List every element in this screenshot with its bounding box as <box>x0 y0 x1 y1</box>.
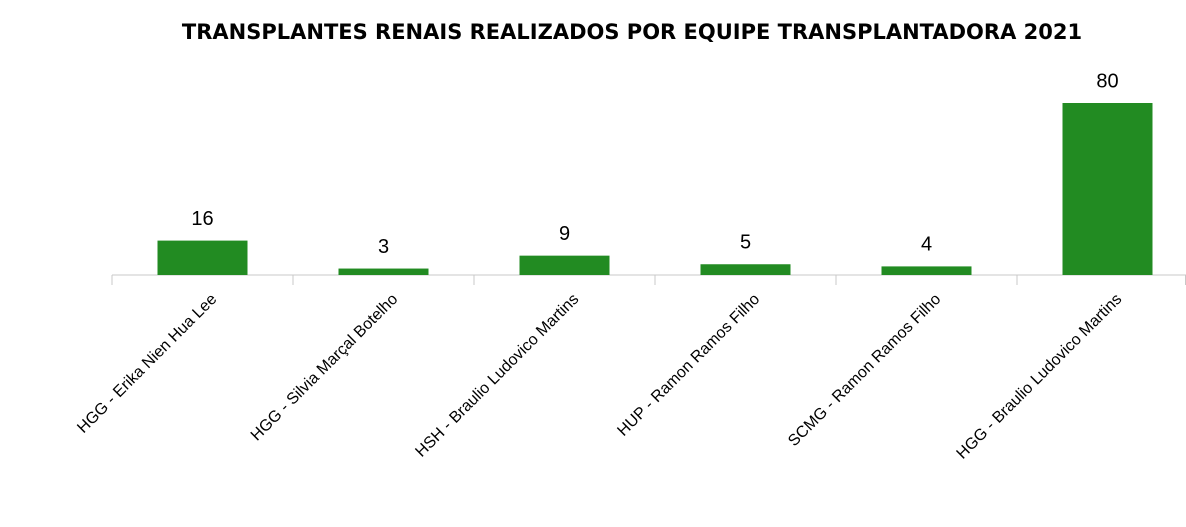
x-tick-label: HGG - Silvia Marçal Botelho <box>248 291 402 445</box>
bar <box>338 268 429 275</box>
data-label: 4 <box>921 234 932 256</box>
x-tick-label: HSH - Braulio Ludovico Martins <box>412 291 582 461</box>
x-tick-label: HGG - Braulio Ludovico Martins <box>954 291 1126 463</box>
bar <box>1062 103 1153 275</box>
data-label: 9 <box>559 223 570 245</box>
x-tick-label: HUP - Ramon Ramos Filho <box>614 291 763 440</box>
chart-title: TRANSPLANTES RENAIS REALIZADOS POR EQUIP… <box>182 20 1082 44</box>
bar <box>519 255 610 275</box>
x-tick-label: SCMG - Ramon Ramos Filho <box>785 291 944 450</box>
x-tick-label: HGG - Erika Nien Hua Lee <box>74 291 220 437</box>
bar <box>157 240 248 275</box>
bar <box>881 266 972 275</box>
data-label: 5 <box>740 232 751 254</box>
data-label: 3 <box>378 236 389 258</box>
bar <box>700 264 791 275</box>
data-label: 16 <box>191 208 213 230</box>
data-label: 80 <box>1096 70 1118 92</box>
